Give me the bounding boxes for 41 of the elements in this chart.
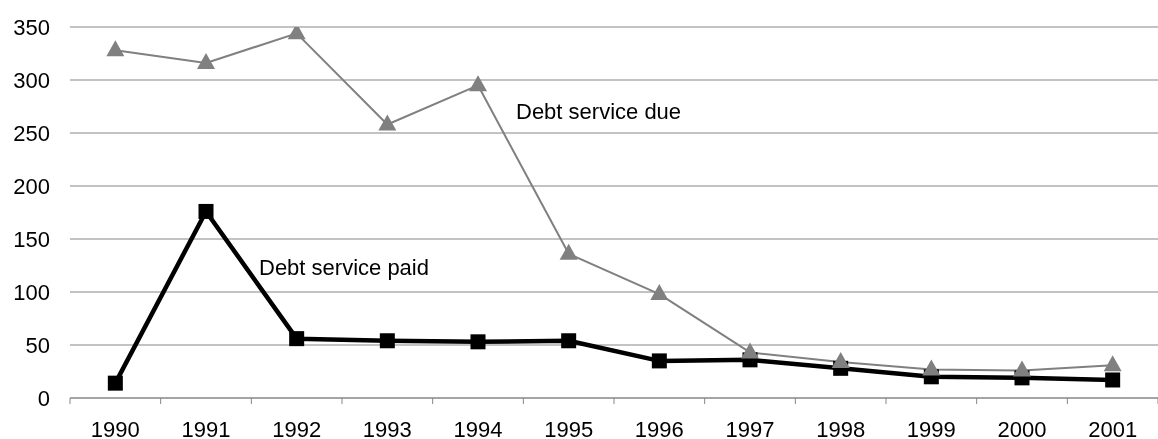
point xyxy=(469,75,487,92)
point xyxy=(107,375,123,391)
point xyxy=(561,333,577,349)
x-tick-label: 1995 xyxy=(544,417,594,439)
x-tick-label: 2001 xyxy=(1088,417,1138,439)
x-tick-label: 1996 xyxy=(634,417,684,439)
series-label: Debt service due xyxy=(516,99,682,124)
point xyxy=(289,331,305,347)
point xyxy=(470,334,486,350)
point xyxy=(651,353,667,369)
y-tick-label: 200 xyxy=(13,173,50,199)
x-tick-label: 1994 xyxy=(453,417,503,439)
series-label: Debt service paid xyxy=(259,255,429,281)
point xyxy=(559,243,578,260)
y-tick-label: 350 xyxy=(13,14,50,40)
point xyxy=(197,53,215,70)
point xyxy=(379,333,395,349)
point xyxy=(106,40,125,57)
y-tick-label: 0 xyxy=(37,385,50,411)
point xyxy=(831,351,850,368)
y-tick-label: 300 xyxy=(13,67,50,93)
x-tick-label: 1999 xyxy=(906,417,956,439)
point xyxy=(650,284,669,301)
x-tick-label: 1991 xyxy=(181,417,231,439)
point xyxy=(1105,372,1121,388)
x-tick-label: 1990 xyxy=(90,417,140,439)
y-tick-label: 50 xyxy=(25,332,50,358)
point xyxy=(1103,355,1122,372)
x-tick-label: 1998 xyxy=(816,417,866,439)
point xyxy=(1013,360,1031,377)
point xyxy=(741,342,759,359)
point xyxy=(198,203,214,219)
point xyxy=(922,359,941,376)
x-tick-label: 2000 xyxy=(997,417,1047,439)
x-tick-label: 1993 xyxy=(362,417,412,439)
x-tick-label: 1992 xyxy=(272,417,322,439)
y-tick-label: 100 xyxy=(13,279,50,305)
y-tick-label: 250 xyxy=(13,120,50,146)
point xyxy=(378,114,397,131)
y-tick-label: 150 xyxy=(13,226,50,252)
x-tick-label: 1997 xyxy=(725,417,775,439)
